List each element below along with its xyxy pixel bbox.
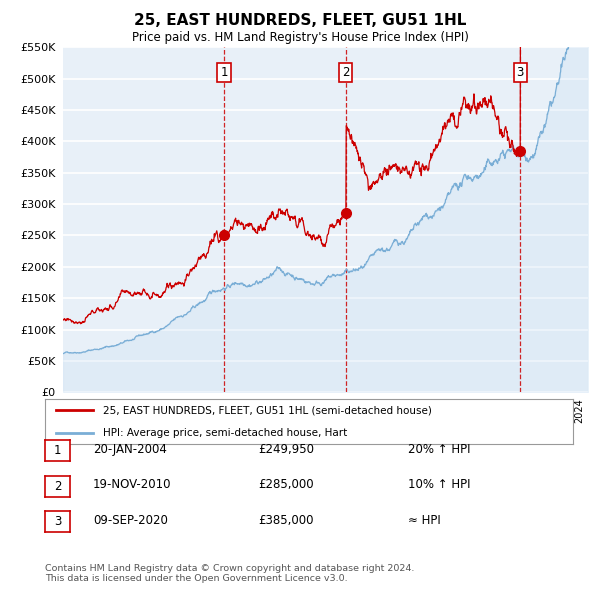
- Text: 2: 2: [54, 480, 61, 493]
- Text: 1: 1: [220, 66, 228, 79]
- Text: 25, EAST HUNDREDS, FLEET, GU51 1HL (semi-detached house): 25, EAST HUNDREDS, FLEET, GU51 1HL (semi…: [103, 405, 432, 415]
- Text: 09-SEP-2020: 09-SEP-2020: [93, 514, 168, 527]
- Text: 19-NOV-2010: 19-NOV-2010: [93, 478, 172, 491]
- Text: Price paid vs. HM Land Registry's House Price Index (HPI): Price paid vs. HM Land Registry's House …: [131, 31, 469, 44]
- Text: 20% ↑ HPI: 20% ↑ HPI: [408, 443, 470, 456]
- Text: Contains HM Land Registry data © Crown copyright and database right 2024.
This d: Contains HM Land Registry data © Crown c…: [45, 563, 415, 583]
- Text: £249,950: £249,950: [258, 443, 314, 456]
- Text: 10% ↑ HPI: 10% ↑ HPI: [408, 478, 470, 491]
- Text: 1: 1: [54, 444, 61, 457]
- Text: 3: 3: [517, 66, 524, 79]
- Text: £385,000: £385,000: [258, 514, 314, 527]
- Text: 20-JAN-2004: 20-JAN-2004: [93, 443, 167, 456]
- Text: 3: 3: [54, 515, 61, 528]
- Text: ≈ HPI: ≈ HPI: [408, 514, 441, 527]
- Text: 25, EAST HUNDREDS, FLEET, GU51 1HL: 25, EAST HUNDREDS, FLEET, GU51 1HL: [134, 13, 466, 28]
- Text: HPI: Average price, semi-detached house, Hart: HPI: Average price, semi-detached house,…: [103, 428, 347, 438]
- Text: £285,000: £285,000: [258, 478, 314, 491]
- Text: 2: 2: [342, 66, 349, 79]
